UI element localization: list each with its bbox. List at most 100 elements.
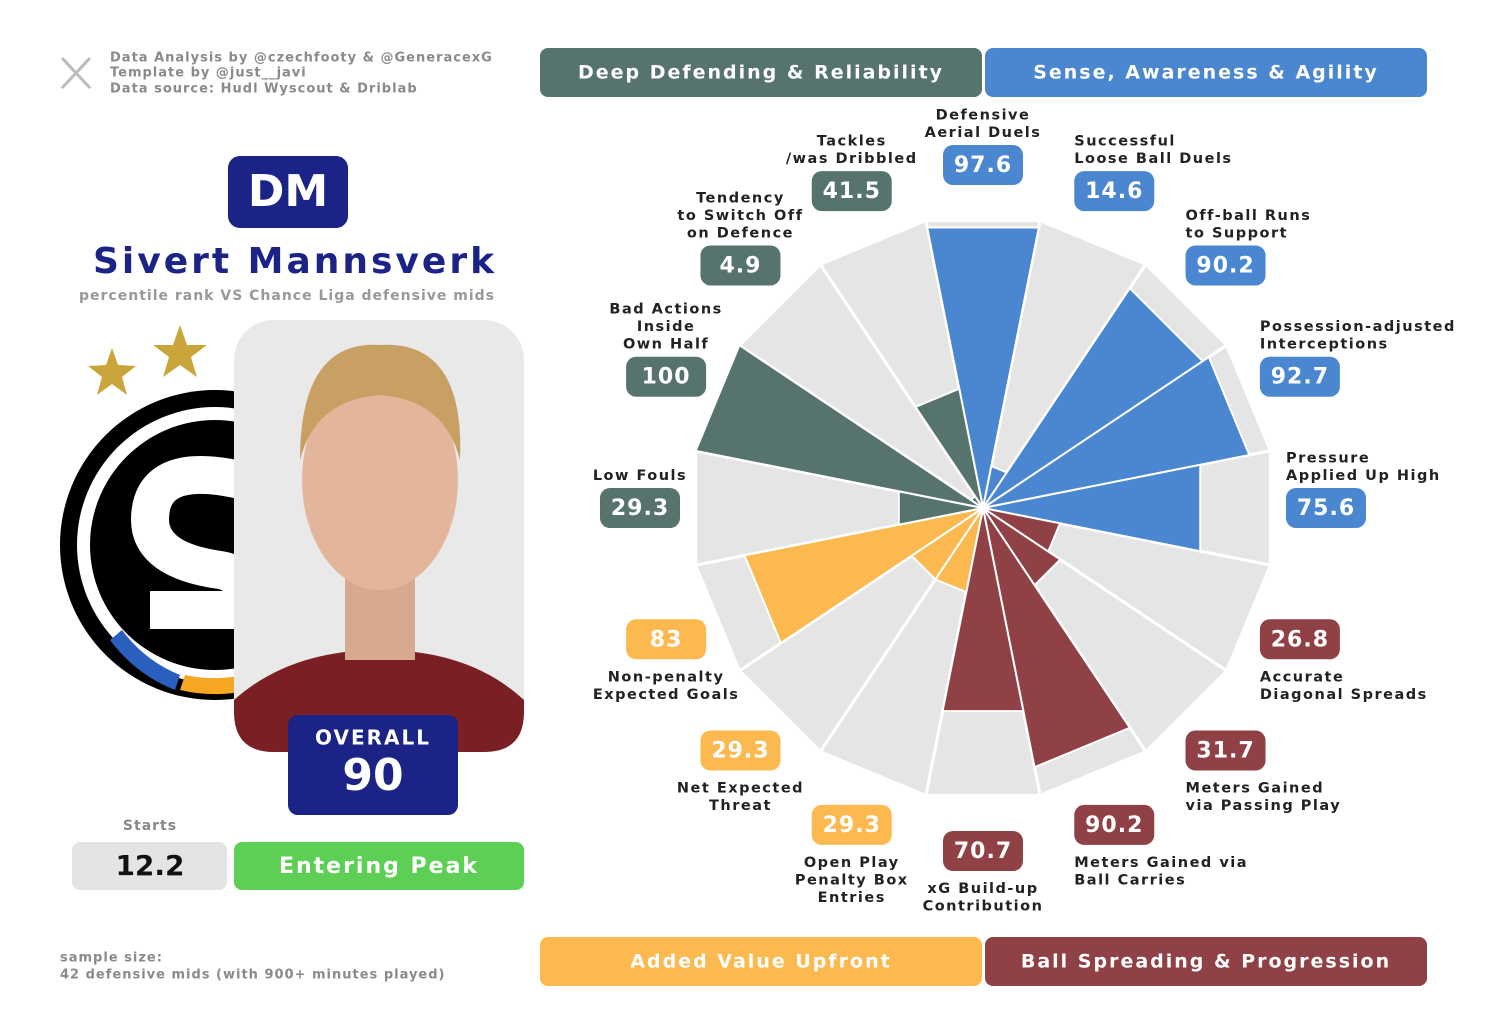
value-box (811, 804, 892, 845)
category-label: Expected Goals (593, 687, 740, 703)
position-badge (228, 156, 348, 228)
category-label: Aerial Duels (925, 125, 1042, 141)
value-label: 92.7 (1271, 365, 1329, 390)
subtitle: percentile rank VS Chance Liga defensive… (79, 288, 495, 304)
value-box (700, 245, 781, 286)
value-box (1185, 245, 1266, 286)
category-label: Low Fouls (593, 468, 687, 484)
group-name: Ball Spreading & Progression (1021, 951, 1391, 973)
value-label: 90.2 (1085, 813, 1143, 838)
category-label: Off-ball Runs (1186, 208, 1312, 224)
value-label: 70.7 (954, 839, 1012, 864)
value-label: 29.3 (611, 496, 669, 521)
value-label: 29.3 (823, 813, 881, 838)
slice (941, 507, 1025, 713)
player-photo (234, 320, 524, 752)
slice (925, 226, 1041, 509)
category-label: Bad Actions (609, 302, 722, 318)
value-label: 41.5 (823, 179, 881, 204)
category-label: Meters Gained (1186, 781, 1325, 797)
category-label: Tendency (696, 190, 785, 206)
category-label: Applied Up High (1286, 468, 1441, 484)
value-label: 29.3 (711, 739, 769, 764)
value-box (626, 356, 707, 397)
stage: Entering Peak (279, 854, 479, 879)
category-label: Open Play (804, 855, 900, 871)
x-logo (60, 56, 92, 90)
value-box (1259, 619, 1340, 660)
value-label: 90.2 (1196, 253, 1254, 278)
value-label: 100 (642, 365, 691, 390)
category-label: Pressure (1286, 451, 1370, 467)
category-label: Tackles (817, 134, 887, 150)
category-label: Defensive (936, 108, 1031, 124)
slice (913, 387, 984, 509)
group-banner (985, 48, 1427, 97)
value-box (1286, 488, 1366, 528)
category-label: to Support (1186, 225, 1289, 241)
value-label: 31.7 (1196, 739, 1254, 764)
overall-badge (288, 715, 458, 815)
group-banner (540, 48, 982, 97)
overall-label: OVERALL (315, 726, 431, 750)
category-label: Possession-adjusted (1260, 319, 1456, 335)
category-label: Interceptions (1260, 337, 1389, 353)
value-box (1185, 730, 1266, 771)
sample-note: 42 defensive mids (with 900+ minutes pla… (60, 968, 446, 983)
category-label: Net Expected (677, 781, 804, 797)
player-name: Sivert Mannsverk (93, 241, 497, 282)
category-label: Threat (709, 798, 772, 814)
group-name: Sense, Awareness & Agility (1033, 62, 1379, 84)
value-label: 26.8 (1271, 627, 1329, 652)
group-banner (540, 937, 982, 986)
value-box (943, 145, 1023, 185)
category-label: on Defence (687, 225, 794, 241)
pizza-chart (693, 218, 1273, 798)
credit: Data source: Hudl Wyscout & Driblab (110, 82, 418, 97)
category-label: Inside (637, 319, 696, 335)
category-label: Entries (818, 890, 886, 906)
value-box (700, 730, 781, 771)
starts-label: Starts (123, 818, 177, 834)
starts-value: 12.2 (115, 849, 184, 882)
category-label: Successful (1074, 134, 1176, 150)
group-banner (985, 937, 1427, 986)
category-label: Loose Ball Duels (1074, 151, 1232, 167)
overall-value: 90 (342, 750, 403, 801)
credit: Data Analysis by @czechfooty & @Generace… (110, 51, 493, 66)
category-label: Non-penalty (608, 669, 725, 685)
value-label: 14.6 (1085, 179, 1143, 204)
value-label: 75.6 (1297, 496, 1355, 521)
value-box (1074, 171, 1155, 212)
sample-note: sample size: (60, 951, 163, 966)
value-label: 97.6 (954, 153, 1012, 178)
category-label: Contribution (923, 899, 1044, 915)
category-label: /was Dribbled (786, 151, 918, 167)
category-label: xG Build-up (927, 881, 1038, 897)
slice (743, 507, 984, 645)
starts-box (72, 842, 227, 890)
group-name: Added Value Upfront (630, 951, 891, 973)
category-label: Own Half (623, 337, 709, 353)
slice (982, 463, 1202, 553)
category-label: via Passing Play (1186, 798, 1342, 814)
category-label: Penalty Box (795, 872, 909, 888)
value-box (1074, 804, 1155, 845)
credit: Template by @just__javi (110, 66, 307, 81)
value-box (943, 831, 1023, 871)
value-label: 4.9 (719, 253, 761, 278)
category-label: to Switch Off (677, 208, 803, 224)
category-label: Ball Carries (1074, 872, 1186, 888)
group-name: Deep Defending & Reliability (578, 62, 944, 84)
value-box (1259, 356, 1340, 397)
value-box (811, 171, 892, 212)
category-label: Meters Gained via (1074, 855, 1248, 871)
value-box (600, 488, 680, 528)
slice (694, 343, 984, 509)
category-label: Accurate (1260, 669, 1344, 685)
value-label: 83 (650, 627, 683, 652)
category-label: Diagonal Spreads (1260, 687, 1428, 703)
position: DM (248, 166, 328, 217)
stage-box (234, 842, 524, 890)
